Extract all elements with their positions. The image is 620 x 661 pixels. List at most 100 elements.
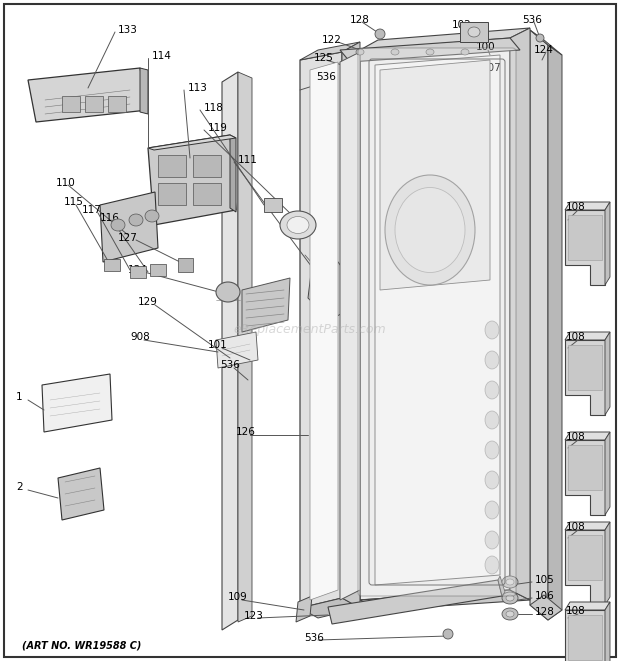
Polygon shape — [230, 135, 236, 212]
Polygon shape — [300, 52, 342, 608]
Polygon shape — [296, 596, 312, 622]
Polygon shape — [42, 374, 112, 432]
Polygon shape — [565, 530, 605, 605]
Text: 128: 128 — [535, 607, 555, 617]
Ellipse shape — [536, 34, 544, 42]
Bar — [62, 96, 80, 112]
Ellipse shape — [385, 175, 475, 285]
FancyBboxPatch shape — [358, 48, 516, 596]
Text: 122: 122 — [322, 35, 342, 45]
Ellipse shape — [280, 211, 316, 239]
Text: 106: 106 — [535, 591, 555, 601]
Polygon shape — [308, 258, 350, 320]
Polygon shape — [342, 42, 360, 608]
Polygon shape — [375, 55, 500, 585]
Polygon shape — [148, 135, 236, 225]
Polygon shape — [340, 52, 360, 600]
Bar — [568, 345, 602, 390]
Text: 108: 108 — [566, 522, 586, 532]
Ellipse shape — [506, 611, 514, 617]
Ellipse shape — [375, 29, 385, 39]
Ellipse shape — [356, 49, 364, 55]
Ellipse shape — [461, 49, 469, 55]
Polygon shape — [605, 602, 610, 661]
Text: 127: 127 — [118, 233, 138, 243]
Polygon shape — [140, 68, 148, 114]
Text: 111: 111 — [238, 155, 258, 165]
Ellipse shape — [485, 351, 499, 369]
Ellipse shape — [485, 381, 499, 399]
Polygon shape — [530, 30, 548, 620]
Text: 536: 536 — [220, 360, 240, 370]
Bar — [104, 259, 120, 271]
Polygon shape — [605, 332, 610, 415]
Polygon shape — [565, 210, 605, 285]
Text: 119: 119 — [208, 123, 228, 133]
Polygon shape — [530, 595, 562, 620]
Polygon shape — [360, 28, 530, 50]
Ellipse shape — [502, 592, 518, 604]
Ellipse shape — [502, 608, 518, 620]
Text: 107: 107 — [482, 63, 502, 73]
Text: 117: 117 — [82, 205, 102, 215]
Polygon shape — [100, 192, 158, 262]
Polygon shape — [238, 72, 252, 622]
Bar — [193, 155, 221, 177]
Text: 125: 125 — [314, 53, 334, 63]
Ellipse shape — [485, 441, 499, 459]
Polygon shape — [380, 60, 490, 290]
Polygon shape — [222, 72, 238, 630]
Ellipse shape — [391, 49, 399, 55]
Text: 102: 102 — [452, 20, 472, 30]
Polygon shape — [310, 62, 338, 600]
Bar — [150, 264, 166, 276]
Polygon shape — [565, 602, 610, 610]
Bar — [178, 258, 193, 272]
Polygon shape — [510, 28, 530, 600]
Ellipse shape — [502, 576, 518, 588]
Text: 113: 113 — [188, 83, 208, 93]
Text: eReplacementParts.com: eReplacementParts.com — [234, 323, 386, 336]
Text: 114: 114 — [152, 51, 172, 61]
Text: 108: 108 — [566, 606, 586, 616]
Polygon shape — [300, 42, 360, 60]
Polygon shape — [360, 590, 530, 610]
Polygon shape — [565, 202, 610, 210]
Polygon shape — [328, 580, 502, 624]
Text: 110: 110 — [56, 178, 76, 188]
Text: (ART NO. WR19588 C): (ART NO. WR19588 C) — [22, 640, 141, 650]
Ellipse shape — [506, 595, 514, 601]
Polygon shape — [605, 202, 610, 285]
Text: 105: 105 — [535, 575, 555, 585]
Bar — [193, 183, 221, 205]
Text: 118: 118 — [204, 103, 224, 113]
Text: 128: 128 — [350, 15, 370, 25]
Ellipse shape — [485, 556, 499, 574]
Text: 134: 134 — [128, 265, 148, 275]
Ellipse shape — [145, 210, 159, 222]
Polygon shape — [300, 598, 360, 618]
Text: 101: 101 — [208, 340, 228, 350]
Bar — [264, 198, 282, 212]
Bar — [158, 183, 186, 205]
Polygon shape — [216, 332, 258, 368]
Bar — [130, 266, 146, 278]
Polygon shape — [148, 135, 236, 150]
Bar — [568, 615, 602, 660]
Bar — [568, 445, 602, 490]
Text: 2: 2 — [16, 482, 22, 492]
Polygon shape — [530, 30, 562, 55]
Polygon shape — [565, 332, 610, 340]
Polygon shape — [565, 522, 610, 530]
Polygon shape — [360, 38, 510, 600]
Polygon shape — [58, 468, 104, 520]
Text: 108: 108 — [566, 332, 586, 342]
Text: 1: 1 — [16, 392, 22, 402]
Ellipse shape — [111, 219, 125, 231]
Polygon shape — [498, 576, 505, 596]
Ellipse shape — [485, 531, 499, 549]
Ellipse shape — [426, 49, 434, 55]
Polygon shape — [28, 68, 148, 122]
Ellipse shape — [216, 282, 240, 302]
Ellipse shape — [395, 188, 465, 272]
